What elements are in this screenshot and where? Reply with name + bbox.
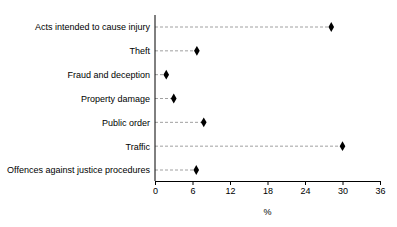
y-tick: Property damage [81,94,155,104]
x-axis: 0 6 12 18 24 30 36 [153,181,386,196]
dot [193,165,199,175]
y-axis-line [155,15,156,181]
y-tick: Traffic [125,142,155,152]
leader-line [155,146,343,147]
y-tick-label: Property damage [81,94,150,104]
x-tick-mark [193,181,194,185]
y-tick-label: Traffic [125,142,150,152]
x-tick-label: 18 [263,186,273,196]
leader-line [155,122,204,123]
y-tick: Acts intended to cause injury [35,22,155,32]
x-tick-label: 36 [375,186,385,196]
x-tick-mark [380,181,381,185]
y-tick-label: Offences against justice procedures [7,165,150,175]
leader-line [155,170,196,171]
y-tick: Offences against justice procedures [7,165,155,175]
x-tick: 12 [225,181,235,196]
x-tick-mark [343,181,344,185]
x-tick-label: 0 [153,186,158,196]
x-tick-mark [230,181,231,185]
leader-line [155,50,197,51]
dot [340,141,346,151]
x-tick-mark [305,181,306,185]
x-tick-mark [155,181,156,185]
x-tick: 6 [190,181,195,196]
x-tick-mark [268,181,269,185]
dot [194,46,200,56]
leader-line [155,27,331,28]
y-tick-label: Fraud and deception [67,70,150,80]
dot [328,22,334,32]
y-axis: Acts intended to cause injury Theft Fraud … [7,15,155,181]
x-tick: 24 [300,181,310,196]
x-tick-label: 6 [190,186,195,196]
x-tick: 30 [338,181,348,196]
x-tick-label: 24 [300,186,310,196]
x-axis-title: % [263,207,271,217]
x-axis-line [156,182,381,186]
y-tick-label: Public order [102,118,150,128]
y-tick-label: Theft [129,46,150,56]
x-tick-label: 12 [225,186,235,196]
y-tick: Theft [129,46,155,56]
x-tick: 36 [375,181,385,196]
x-tick: 18 [263,181,273,196]
dot [163,70,169,80]
dot [201,117,207,127]
marks [155,22,345,175]
y-tick-label: Acts intended to cause injury [35,22,151,32]
chart: 0 6 12 18 24 30 36 Acts intended to cause injur… [0,0,397,227]
dot [171,94,177,104]
y-tick: Fraud and deception [67,70,155,80]
y-tick: Public order [102,118,155,128]
x-tick: 0 [153,181,158,196]
x-tick-label: 30 [338,186,348,196]
